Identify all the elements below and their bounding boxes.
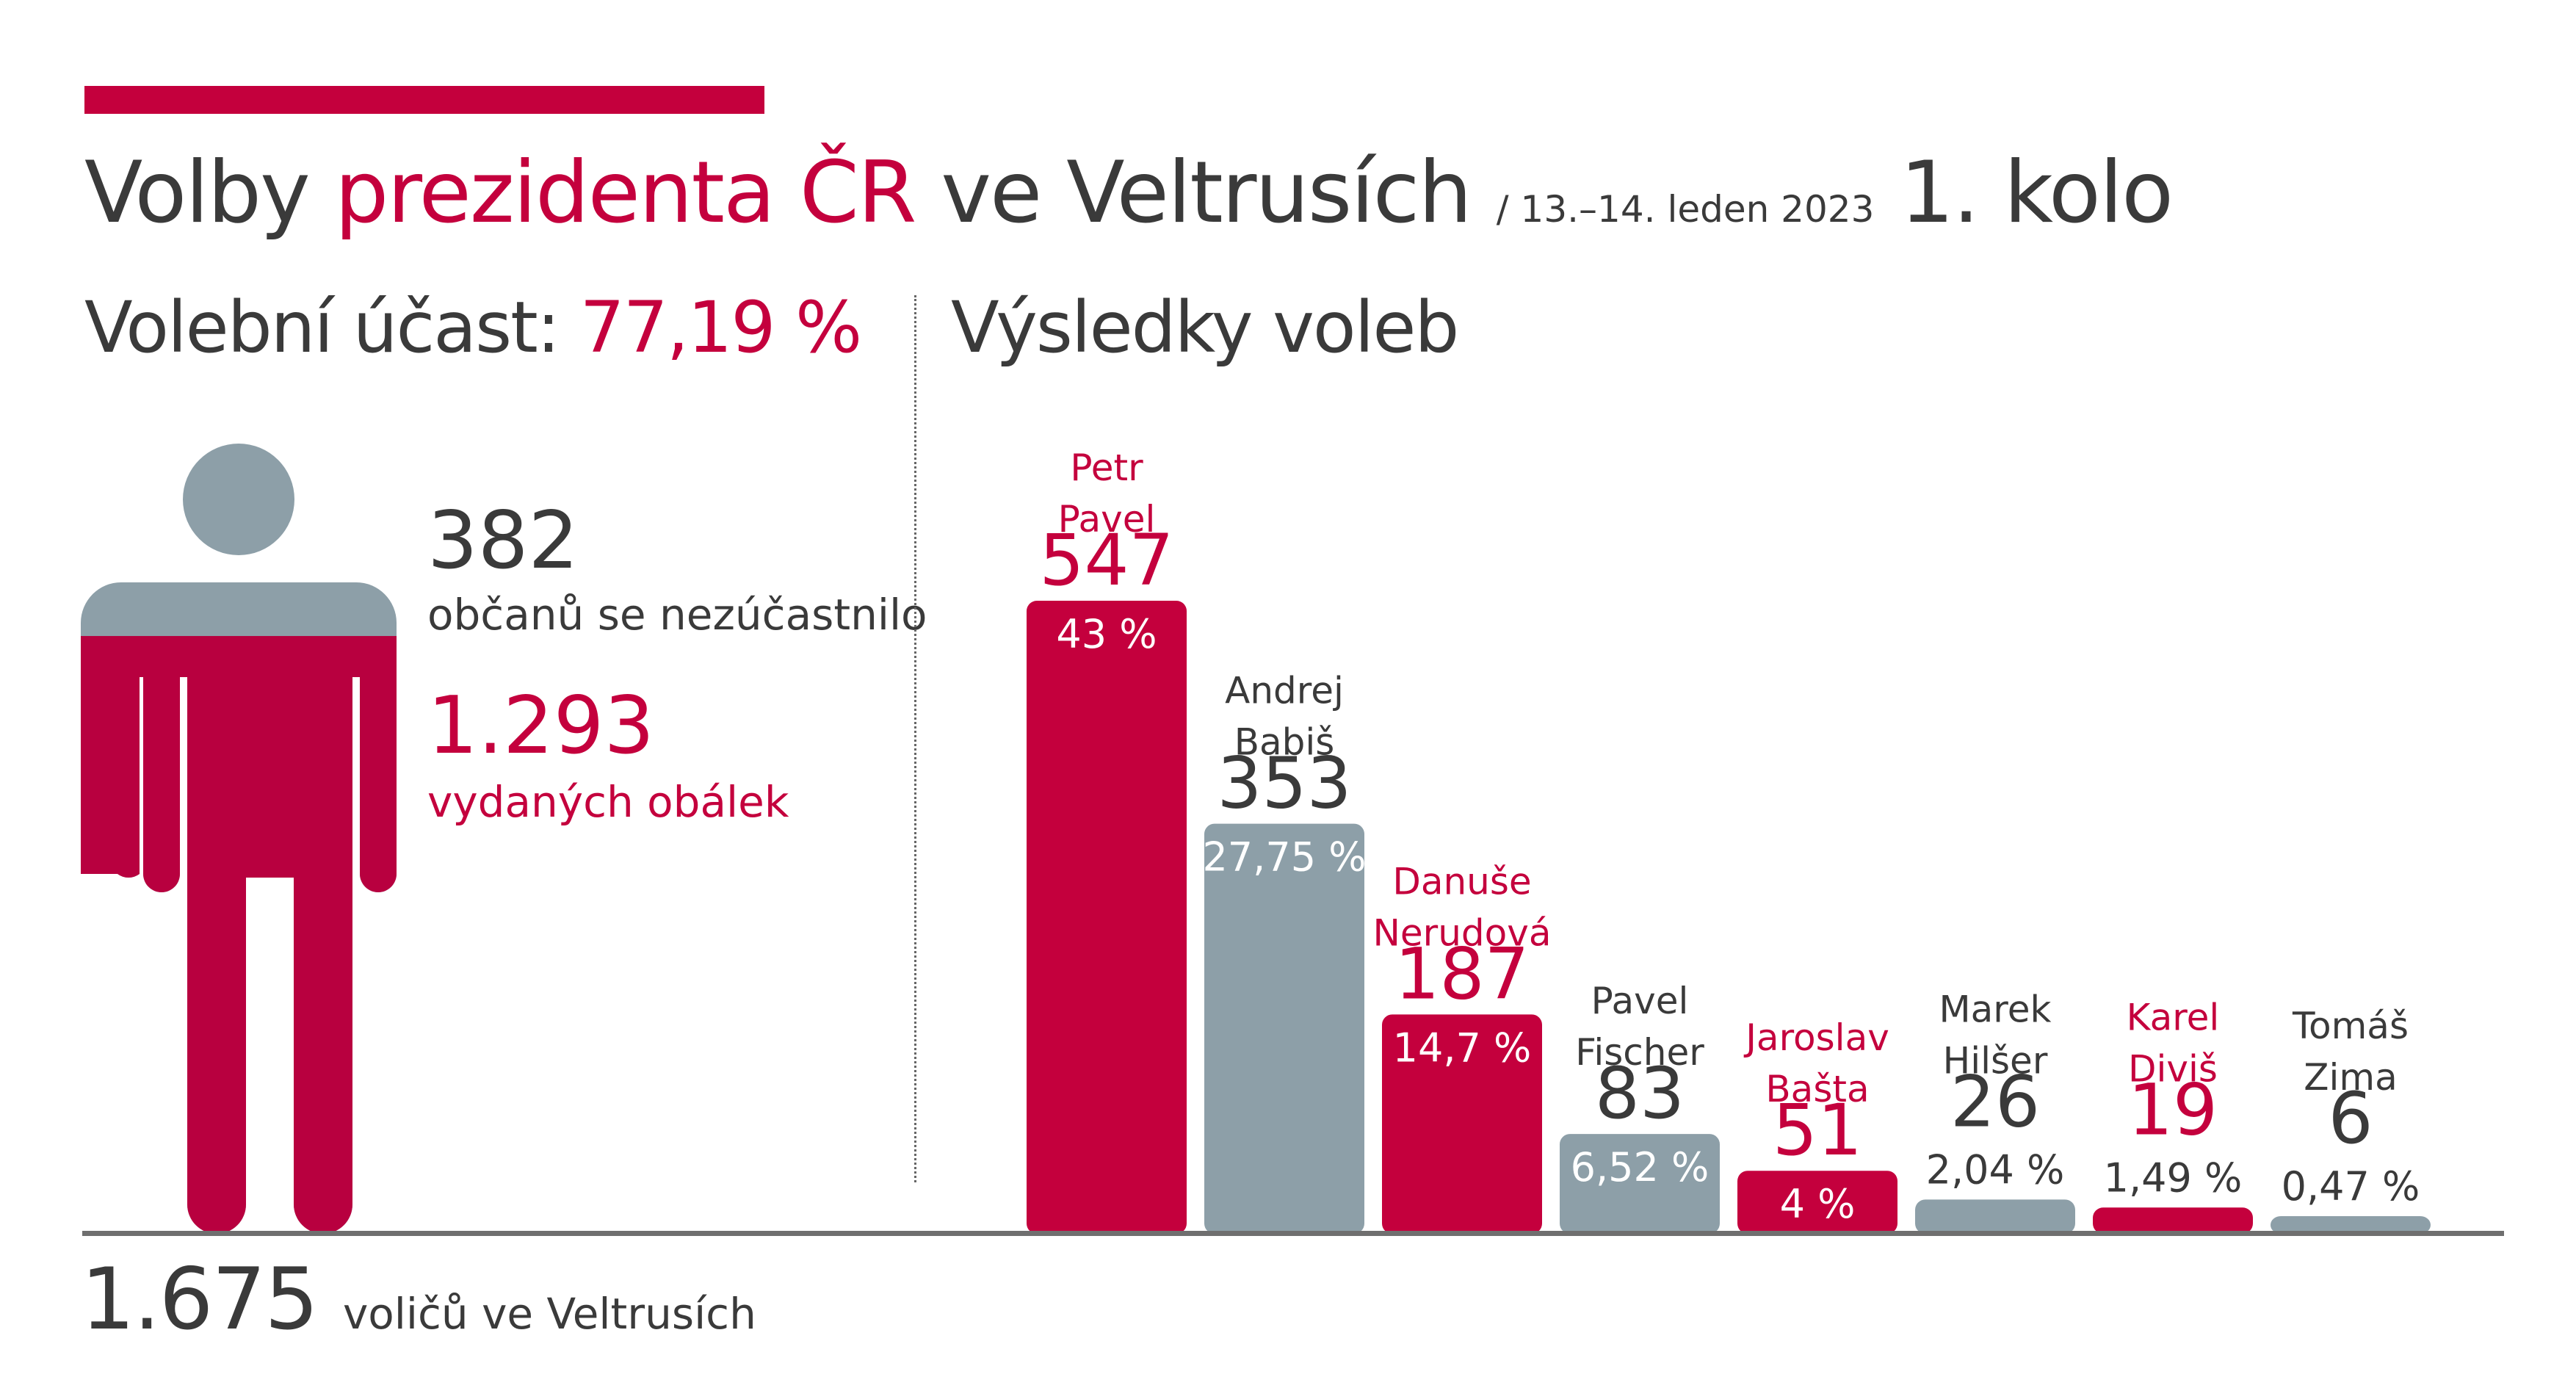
bar-name-line2-0: Pavel (1058, 498, 1156, 541)
bar-percent-label-3: 6,52 % (1571, 1144, 1710, 1190)
bar-percent-label-7: 0,47 % (2282, 1163, 2420, 1210)
bar-percent-label-0: 43 % (1056, 611, 1157, 657)
voters-total: 1.675 voličů ve Veltrusích (81, 1257, 756, 1342)
bar-3 (1560, 1134, 1720, 1234)
turnout-heading: Volební účast: 77,19 % (84, 292, 862, 363)
bar-name-line2-3: Fischer (1575, 1031, 1704, 1074)
page-title: Volby prezidenta ČR ve Veltrusích / 13.–… (84, 151, 2174, 236)
bar-name-line1-0: Petr (1070, 447, 1143, 489)
figure-participated-fill (81, 636, 397, 1234)
title-date: / 13.–14. leden 2023 (1496, 188, 1875, 231)
bar-votes-label-5: 26 (1950, 1060, 2040, 1143)
bar-name-line1-2: Danuše (1392, 860, 1531, 903)
section-divider (914, 295, 916, 1182)
bar-5 (1915, 1199, 2075, 1234)
bar-name-line2-4: Bašta (1765, 1068, 1869, 1110)
title-highlight: prezidenta ČR (334, 143, 917, 242)
bar-6 (2093, 1207, 2253, 1234)
title-part1: Volby (84, 143, 311, 242)
envelopes-label: vydaných obálek (427, 777, 789, 827)
bar-votes-label-3: 83 (1595, 1052, 1685, 1135)
bar-name-line2-1: Babiš (1234, 721, 1335, 764)
envelopes-number: 1.293 (427, 680, 655, 772)
bar-percent-label-1: 27,75 % (1202, 834, 1366, 881)
bar-votes-label-1: 353 (1217, 742, 1351, 825)
bar-percent-label-2: 14,7 % (1393, 1024, 1532, 1071)
results-bar-chart: 43 % 547 Petr Pavel 27,75 % 353 Andrej Babiš 14,… (1027, 447, 2431, 1234)
voters-number: 1.675 (81, 1250, 319, 1349)
bar-votes-label-7: 6 (2328, 1077, 2373, 1160)
bar-name-line1-1: Andrej (1225, 670, 1344, 712)
header-accent-bar (84, 86, 764, 114)
bar-votes-label-2: 187 (1394, 933, 1529, 1015)
bar-4 (1737, 1171, 1897, 1234)
bar-name-line2-6: Diviš (2128, 1047, 2218, 1090)
bar-name-line2-5: Hilšer (1943, 1039, 2048, 1082)
title-round: 1. kolo (1900, 143, 2174, 242)
not-participated-number: 382 (427, 495, 579, 587)
bar-name-line1-3: Pavel (1591, 980, 1689, 1022)
title-part2: ve Veltrusích (941, 143, 1472, 242)
turnout-label: Volební účast: (84, 286, 560, 369)
bar-votes-label-0: 547 (1039, 519, 1173, 601)
bar-percent-label-4: 4 % (1780, 1181, 1856, 1227)
bar-name-line2-7: Zima (2304, 1056, 2398, 1099)
bar-percent-label-6: 1,49 % (2104, 1154, 2243, 1201)
bar-name-line1-7: Tomáš (2292, 1005, 2409, 1047)
bar-name-line1-5: Marek (1939, 988, 2052, 1030)
person-figure-icon (81, 444, 397, 1234)
turnout-value: 77,19 % (579, 286, 863, 369)
bar-votes-label-6: 19 (2128, 1069, 2218, 1151)
not-participated-label: občanů se nezúčastnilo (427, 590, 927, 640)
bar-1 (1204, 823, 1364, 1234)
bar-name-line2-2: Nerudová (1373, 911, 1552, 954)
results-heading: Výsledky voleb (951, 286, 1459, 369)
bar-votes-label-4: 51 (1773, 1089, 1862, 1171)
bar-name-line1-4: Jaroslav (1743, 1016, 1889, 1059)
bar-0 (1027, 601, 1187, 1234)
bar-percent-label-5: 2,04 % (1926, 1146, 2065, 1193)
chart-baseline (82, 1231, 2504, 1236)
bar-2 (1382, 1014, 1542, 1234)
bar-7 (2271, 1216, 2431, 1234)
voters-label: voličů ve Veltrusích (342, 1289, 756, 1339)
bar-name-line1-6: Karel (2127, 996, 2220, 1038)
